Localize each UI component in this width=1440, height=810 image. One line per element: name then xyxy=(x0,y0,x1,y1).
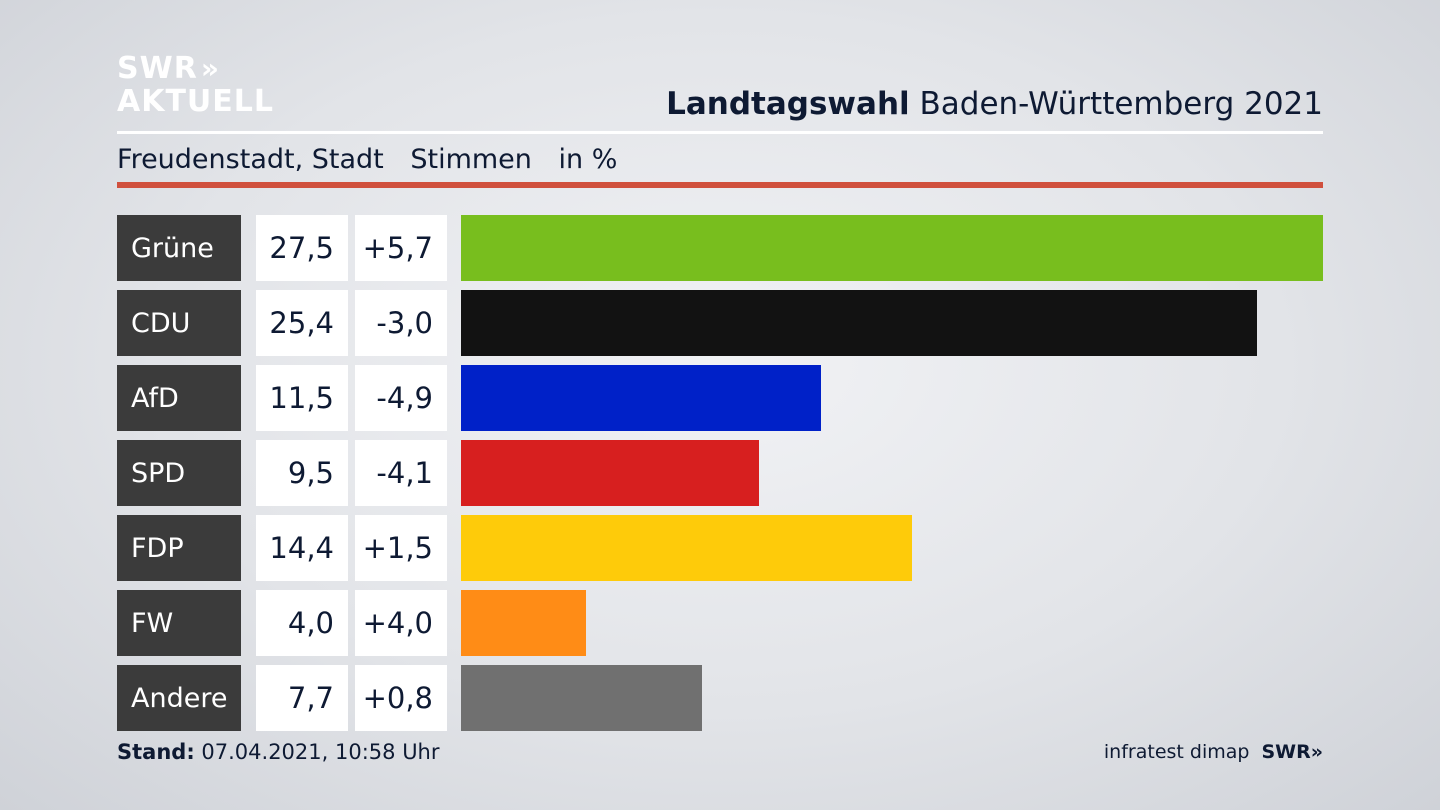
timestamp: Stand: 07.04.2021, 10:58 Uhr xyxy=(117,740,440,764)
subheader-place: Freudenstadt, Stadt xyxy=(117,144,384,175)
vote-share-value: 7,7 xyxy=(256,665,348,731)
stand-label: Stand: xyxy=(117,740,195,764)
logo-aktuell-text: AKTUELL xyxy=(117,84,275,119)
result-bar xyxy=(461,290,1257,356)
party-label: FW xyxy=(117,590,241,656)
subheader: Freudenstadt, Stadt Stimmen in % xyxy=(117,144,635,175)
header-divider xyxy=(117,131,1323,134)
logo-swr-text: SWR xyxy=(117,51,198,86)
vote-share-value: 4,0 xyxy=(256,590,348,656)
title-bold: Landtagswahl xyxy=(666,86,910,122)
vote-share-value: 25,4 xyxy=(256,290,348,356)
change-value: -4,9 xyxy=(355,365,447,431)
change-value: +5,7 xyxy=(355,215,447,281)
swr-aktuell-logo: SWR» AKTUELL xyxy=(117,54,274,117)
swr-brand-icon: SWR» xyxy=(1261,741,1323,763)
change-value: +0,8 xyxy=(355,665,447,731)
change-value: -3,0 xyxy=(355,290,447,356)
vote-share-value: 27,5 xyxy=(256,215,348,281)
source-text: infratest dimap xyxy=(1103,741,1250,763)
subheader-unit: in % xyxy=(558,144,618,175)
vote-share-value: 11,5 xyxy=(256,365,348,431)
party-label: Andere xyxy=(117,665,241,731)
vote-share-value: 14,4 xyxy=(256,515,348,581)
party-label: SPD xyxy=(117,440,241,506)
result-bar xyxy=(461,215,1323,281)
subheader-measure: Stimmen xyxy=(410,144,532,175)
accent-divider xyxy=(117,182,1323,188)
result-bar xyxy=(461,365,821,431)
vote-share-value: 9,5 xyxy=(256,440,348,506)
stand-value: 07.04.2021, 10:58 Uhr xyxy=(201,740,440,764)
party-label: Grüne xyxy=(117,215,241,281)
party-label: FDP xyxy=(117,515,241,581)
source-credit: infratest dimap SWR» xyxy=(1104,741,1323,763)
page-title: Landtagswahl Baden-Württemberg 2021 xyxy=(666,86,1323,122)
logo-chevron-icon: » xyxy=(200,52,219,85)
result-bar xyxy=(461,515,912,581)
title-rest: Baden-Württemberg 2021 xyxy=(919,86,1323,122)
change-value: +1,5 xyxy=(355,515,447,581)
change-value: -4,1 xyxy=(355,440,447,506)
party-label: CDU xyxy=(117,290,241,356)
result-bar xyxy=(461,590,586,656)
party-label: AfD xyxy=(117,365,241,431)
change-value: +4,0 xyxy=(355,590,447,656)
result-bar xyxy=(461,665,702,731)
result-bar xyxy=(461,440,759,506)
